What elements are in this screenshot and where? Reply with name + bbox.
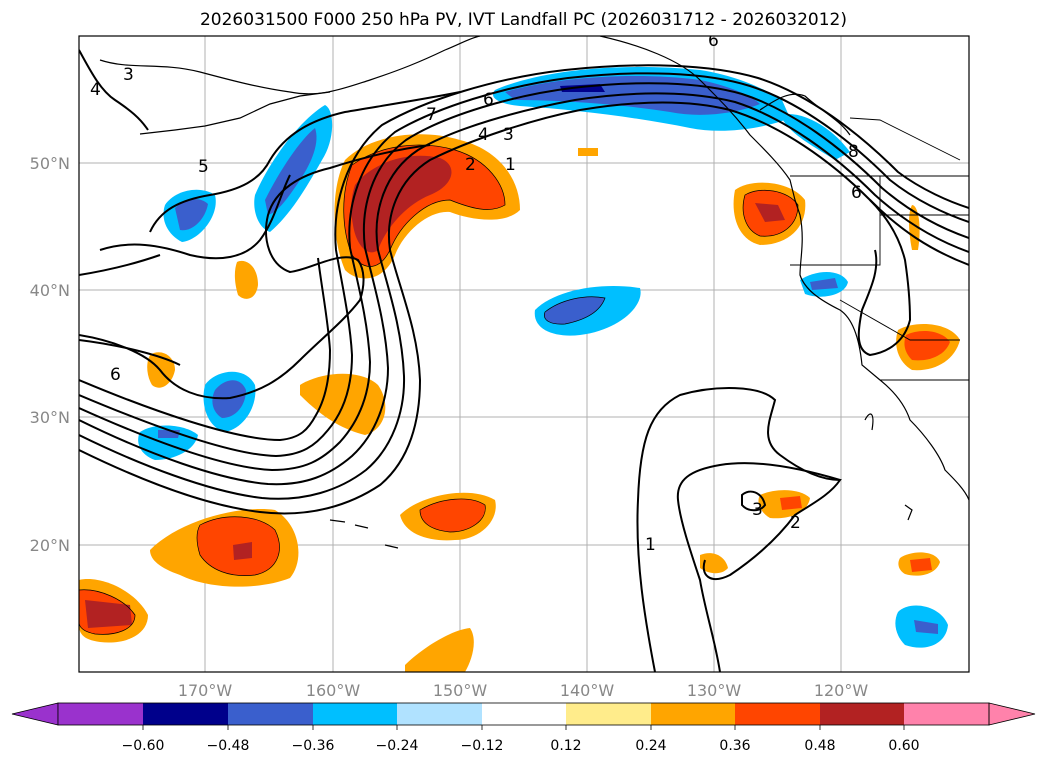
- colorbar-bin: [397, 703, 482, 725]
- lon-label: 160°W: [306, 681, 361, 700]
- pv-contours: [79, 49, 969, 672]
- colorbar-bin: [58, 703, 143, 725]
- contour-label: 3: [752, 500, 763, 520]
- map-frame: [78, 35, 970, 673]
- colorbar-bin: [228, 703, 313, 725]
- colorbar-bin: [904, 703, 989, 725]
- colorbar-tick-label: 0.48: [804, 738, 835, 754]
- longitude-labels: 170°W 160°W 150°W 140°W 130°W 120°W: [178, 681, 869, 700]
- contour-label: 4: [478, 125, 489, 145]
- colorbar-tick-label: −0.12: [461, 738, 504, 754]
- latitude-labels: 50°N 40°N 30°N 20°N: [30, 154, 70, 555]
- colorbar: −0.60 −0.48 −0.36 −0.24 −0.12 0.12 0.24 …: [11, 702, 1036, 754]
- colorbar-bin: [566, 703, 651, 725]
- lon-label: 130°W: [687, 681, 742, 700]
- colorbar-tick-label: 0.36: [719, 738, 750, 754]
- coastlines: [99, 36, 969, 549]
- contour-label: 1: [645, 535, 656, 555]
- contour-label: 3: [123, 65, 134, 85]
- contour-label: 5: [198, 157, 209, 177]
- colorbar-bin: [651, 703, 735, 725]
- colorbar-bin: [820, 703, 904, 725]
- lat-label: 20°N: [30, 536, 70, 555]
- contour-label: 2: [790, 513, 801, 533]
- contour-label: 6: [110, 365, 121, 385]
- colorbar-tick-label: 0.12: [550, 738, 581, 754]
- contour-label: 7: [426, 105, 437, 125]
- contour-label: 1: [505, 155, 516, 175]
- colorbar-bin: [482, 703, 566, 725]
- contour-labels: 3 4 5 6 7 6 4 3 2 1 8 6 1 2 3 6: [90, 31, 862, 555]
- lat-label: 50°N: [30, 154, 70, 173]
- map-title: 2026031500 F000 250 hPa PV, IVT Landfall…: [199, 10, 847, 30]
- lon-label: 140°W: [560, 681, 615, 700]
- colorbar-extend-low: [11, 702, 59, 726]
- contour-label: 8: [848, 142, 859, 162]
- lat-label: 30°N: [30, 408, 70, 427]
- lon-label: 120°W: [814, 681, 869, 700]
- colorbar-tick-label: 0.24: [635, 738, 666, 754]
- colorbar-tick-label: 0.60: [888, 738, 919, 754]
- colorbar-bin: [313, 703, 397, 725]
- colorbar-tick-label: −0.36: [292, 738, 335, 754]
- lon-label: 170°W: [178, 681, 233, 700]
- lat-label: 40°N: [30, 281, 70, 300]
- contour-label: 2: [465, 155, 476, 175]
- colorbar-bin: [735, 703, 820, 725]
- contour-label: 6: [851, 183, 862, 203]
- contour-label: 4: [90, 80, 101, 100]
- ivt-outlines: [79, 144, 799, 635]
- contour-label: 6: [483, 90, 494, 110]
- lon-label: 150°W: [433, 681, 488, 700]
- contour-label: 3: [503, 125, 514, 145]
- ivt-shading: [79, 66, 960, 672]
- colorbar-bin: [143, 703, 228, 725]
- colorbar-tick-label: −0.48: [207, 738, 250, 754]
- colorbar-tick-label: −0.24: [376, 738, 419, 754]
- political-borders: [790, 117, 969, 381]
- colorbar-extend-high: [988, 702, 1036, 726]
- colorbar-tick-label: −0.60: [122, 738, 165, 754]
- contour-label: 6: [708, 31, 719, 51]
